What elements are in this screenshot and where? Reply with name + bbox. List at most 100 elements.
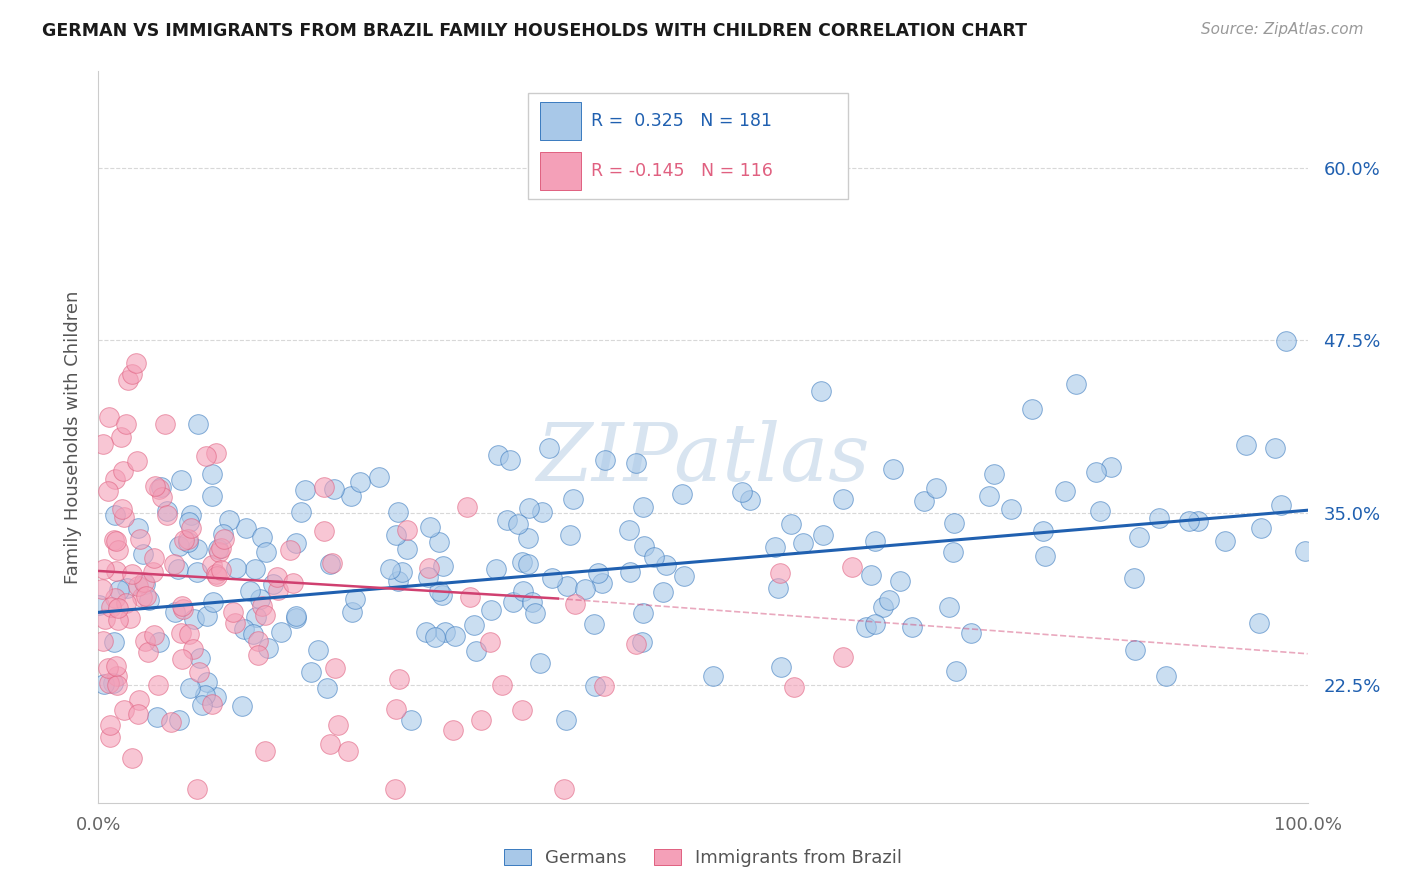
Point: [882, 461, 904, 475]
Point: [1250, 521, 1272, 535]
Point: [201, 558, 224, 572]
Point: [384, 782, 406, 797]
Point: [510, 703, 533, 717]
FancyBboxPatch shape: [527, 94, 848, 200]
Point: [247, 648, 270, 663]
Point: [207, 541, 229, 556]
FancyBboxPatch shape: [540, 103, 581, 140]
Point: [105, 669, 128, 683]
Point: [434, 624, 457, 639]
Point: [1178, 514, 1201, 528]
Point: [593, 679, 616, 693]
Point: [889, 574, 911, 589]
Point: [561, 492, 583, 507]
Point: [148, 482, 170, 496]
Point: [125, 355, 148, 369]
Point: [872, 600, 894, 615]
Point: [502, 595, 524, 609]
Point: [387, 505, 409, 519]
Point: [97, 661, 120, 675]
Point: [425, 630, 447, 644]
Point: [114, 596, 136, 610]
Point: [94, 611, 117, 625]
Point: [107, 542, 129, 557]
Point: [100, 600, 122, 615]
Point: [138, 645, 160, 659]
Point: [105, 534, 128, 549]
Point: [180, 521, 202, 535]
Point: [127, 521, 149, 535]
Point: [142, 628, 165, 642]
Point: [530, 505, 553, 519]
Point: [901, 620, 924, 634]
Point: [160, 714, 183, 729]
Point: [239, 583, 262, 598]
Point: [205, 566, 228, 581]
Point: [340, 489, 363, 503]
Point: [257, 640, 280, 655]
Point: [441, 723, 464, 738]
Point: [177, 533, 200, 547]
Point: [103, 634, 125, 648]
Point: [105, 658, 128, 673]
Point: [134, 577, 156, 591]
Point: [250, 530, 273, 544]
Point: [731, 485, 754, 500]
Point: [643, 550, 665, 565]
Point: [98, 675, 121, 690]
Point: [673, 569, 696, 583]
Point: [319, 737, 342, 751]
Point: [456, 500, 478, 514]
Point: [179, 627, 201, 641]
Point: [464, 644, 486, 658]
Point: [167, 562, 190, 576]
Point: [138, 593, 160, 607]
Point: [326, 718, 349, 732]
Point: [224, 615, 246, 630]
Point: [290, 505, 312, 519]
Point: [942, 544, 965, 558]
Point: [169, 713, 191, 727]
Point: [396, 542, 419, 557]
Point: [97, 483, 120, 498]
Point: [427, 535, 450, 549]
Point: [183, 612, 205, 626]
Point: [153, 417, 176, 432]
Point: [127, 706, 149, 721]
Point: [127, 579, 149, 593]
Point: [197, 675, 219, 690]
Point: [91, 436, 114, 450]
Point: [444, 628, 467, 642]
Point: [156, 503, 179, 517]
Point: [150, 480, 173, 494]
Point: [143, 478, 166, 492]
Point: [630, 635, 652, 649]
Point: [117, 581, 139, 595]
Point: [105, 564, 128, 578]
Point: [93, 676, 115, 690]
Point: [148, 635, 170, 649]
Point: [1154, 669, 1177, 683]
Point: [633, 539, 655, 553]
Point: [100, 730, 122, 744]
Point: [218, 512, 240, 526]
Point: [1064, 377, 1087, 392]
Point: [111, 464, 134, 478]
Point: [146, 678, 169, 692]
Point: [254, 744, 277, 758]
Legend: Germans, Immigrants from Brazil: Germans, Immigrants from Brazil: [503, 848, 903, 867]
Point: [181, 641, 204, 656]
Point: [180, 508, 202, 523]
Point: [141, 565, 163, 579]
Point: [165, 605, 187, 619]
Point: [299, 665, 322, 680]
Point: [225, 561, 247, 575]
Point: [938, 600, 960, 615]
Point: [188, 665, 211, 679]
Point: [1147, 511, 1170, 525]
Point: [191, 698, 214, 712]
Point: [557, 579, 579, 593]
Point: [342, 605, 364, 619]
Point: [187, 417, 209, 431]
Point: [1053, 483, 1076, 498]
